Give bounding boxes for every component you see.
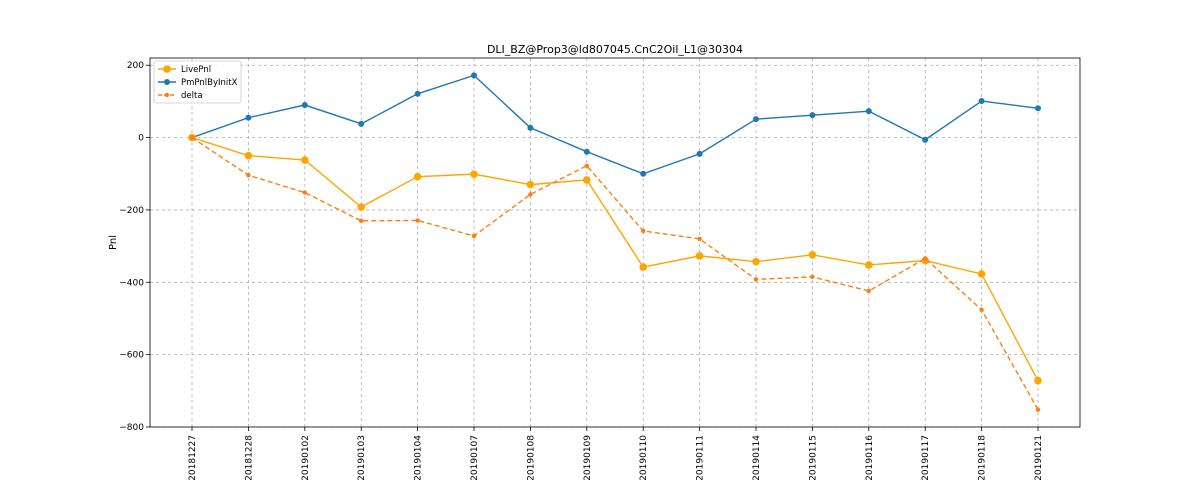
chart-title: DLI_BZ@Prop3@ld807045.CnC2Oil_L1@30304 — [487, 43, 743, 56]
data-point — [641, 228, 646, 234]
legend-box — [153, 60, 242, 104]
data-point — [584, 163, 589, 169]
legend-label: PmPnlByInitX — [181, 78, 238, 88]
legend-label: delta — [181, 91, 203, 101]
data-point — [301, 156, 309, 164]
series-line — [191, 74, 1039, 175]
legend-marker — [164, 92, 170, 98]
data-point — [527, 124, 534, 131]
x-tick-label: 20190116 — [865, 435, 875, 480]
data-point — [471, 72, 477, 79]
data-point — [359, 218, 364, 223]
data-point — [244, 151, 253, 160]
series-delta — [189, 135, 1041, 412]
x-tick-label: 20190115 — [808, 435, 818, 480]
data-point — [1035, 407, 1041, 412]
data-point — [753, 116, 759, 123]
data-point — [357, 203, 366, 211]
grid-lines — [150, 58, 1080, 428]
data-point — [413, 172, 422, 181]
data-point — [246, 173, 251, 178]
x-tick-label: 20190103 — [357, 435, 367, 480]
data-point — [696, 150, 703, 157]
legend-entry: delta — [158, 91, 203, 101]
plot-frame — [149, 57, 1081, 428]
data-point — [640, 170, 647, 177]
x-tick-label: 20190118 — [978, 435, 988, 480]
y-tick-label: −400 — [119, 278, 144, 288]
data-point — [697, 236, 702, 242]
axes: 200 0 −200 −400 −600 −800 20181227 20181228 2019… — [119, 61, 1044, 481]
x-tick-label: 20190110 — [639, 435, 649, 480]
legend-marker — [164, 79, 170, 85]
data-point — [866, 288, 871, 294]
data-point — [302, 190, 307, 195]
data-point — [922, 136, 929, 143]
data-point — [528, 192, 533, 197]
data-point — [1034, 376, 1042, 385]
data-point — [470, 170, 478, 178]
series-line — [191, 137, 1039, 410]
data-point — [301, 102, 308, 109]
data-point — [189, 135, 195, 140]
y-tick-label: −800 — [119, 423, 144, 433]
series-PmPnlByInitX — [189, 72, 1041, 177]
data-point — [809, 112, 816, 119]
legend-marker — [163, 65, 171, 73]
x-tick-label: 20181228 — [244, 435, 254, 480]
legend-label: LivePnl — [181, 65, 211, 75]
data-point — [471, 233, 477, 239]
data-point — [977, 270, 986, 278]
legend-entry: PmPnlByInitX — [158, 78, 238, 88]
data-point — [414, 90, 421, 97]
x-tick-label: 20190104 — [414, 435, 424, 480]
data-point — [752, 257, 760, 266]
data-point — [810, 274, 815, 280]
series-line — [191, 136, 1039, 382]
x-tick-label: 20190108 — [526, 435, 536, 480]
x-tick-label: 20190107 — [470, 435, 480, 480]
x-tick-label: 20190117 — [921, 435, 931, 480]
data-point — [526, 180, 535, 189]
x-tick-label: 20190102 — [301, 435, 311, 480]
data-point — [753, 277, 759, 282]
y-axis-label: Pnl — [108, 235, 119, 250]
y-tick-label: 200 — [127, 61, 144, 71]
data-point — [639, 263, 647, 271]
data-point — [358, 120, 365, 127]
data-point — [979, 307, 984, 312]
y-tick-label: −200 — [119, 206, 144, 216]
series-LivePnl — [188, 133, 1042, 385]
data-point — [583, 176, 591, 184]
data-point — [1035, 105, 1041, 112]
data-point — [245, 114, 252, 121]
legend: LivePnl PmPnlByInitX delta — [153, 60, 242, 104]
data-point — [695, 252, 704, 260]
data-point — [583, 148, 590, 155]
x-tick-label: 20190109 — [583, 435, 593, 480]
series-layer — [188, 72, 1042, 412]
data-point — [923, 256, 928, 261]
y-tick-label: 0 — [138, 134, 144, 144]
data-point — [865, 261, 873, 269]
data-point — [808, 251, 817, 259]
x-tick-label: 20190121 — [1034, 435, 1044, 480]
x-tick-label: 20190114 — [752, 435, 762, 480]
data-point — [865, 108, 872, 115]
y-tick-label: −600 — [119, 351, 144, 361]
legend-entry: LivePnl — [158, 65, 211, 75]
x-tick-label: 20181227 — [188, 435, 198, 480]
x-tick-label: 20190111 — [696, 435, 706, 480]
data-point — [978, 98, 985, 105]
data-point — [415, 218, 420, 223]
